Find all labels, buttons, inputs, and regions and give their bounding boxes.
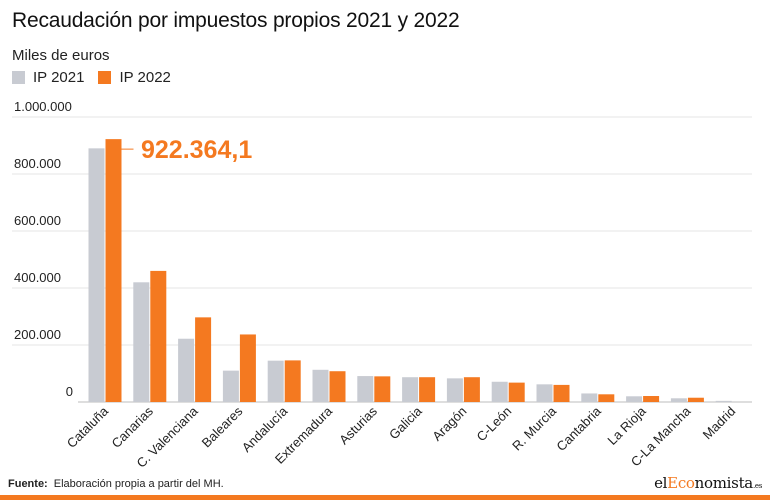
legend-label-ip-2021: IP 2021 <box>33 69 85 86</box>
x-tick-label: Aragón <box>429 404 469 444</box>
bar-ip-2021 <box>402 377 419 402</box>
bar-ip-2021 <box>133 282 150 402</box>
bar-ip-2021 <box>178 338 195 402</box>
y-tick-label: 1.000.000 <box>14 99 72 114</box>
bar-ip-2022 <box>598 394 615 402</box>
annotation-label: 922.364,1 <box>141 136 252 164</box>
y-tick-label: 200.000 <box>14 327 61 342</box>
bar-ip-2021 <box>312 369 329 402</box>
bar-ip-2021 <box>626 396 643 402</box>
legend-item-ip-2021: IP 2021 <box>12 69 84 86</box>
x-tick-label: Cataluña <box>64 403 112 451</box>
y-tick-label: 0 <box>66 384 73 399</box>
x-tick-label: La Rioja <box>604 403 649 448</box>
source-note: Fuente: Elaboración propia a partir del M… <box>8 478 224 490</box>
bottom-rule <box>0 495 770 500</box>
bar-ip-2021 <box>491 381 508 402</box>
legend-label-ip-2022: IP 2022 <box>119 69 171 86</box>
chart-subtitle: Miles de euros <box>12 47 110 64</box>
bar-ip-2022 <box>463 377 480 402</box>
bar-ip-2022 <box>419 377 436 402</box>
x-tick-label: C-León <box>474 404 515 445</box>
y-tick-label: 600.000 <box>14 213 61 228</box>
y-tick-label: 400.000 <box>14 270 61 285</box>
x-tick-label: Cantabria <box>553 403 604 454</box>
legend-swatch-ip-2021 <box>12 71 25 84</box>
bar-ip-2022 <box>687 397 704 402</box>
x-tick-label: Asturias <box>336 403 380 447</box>
bar-ip-2022 <box>553 384 570 402</box>
x-tick-label: Madrid <box>700 404 739 443</box>
legend: IP 2021 IP 2022 <box>12 69 185 86</box>
legend-swatch-ip-2022 <box>98 71 112 84</box>
bar-ip-2022 <box>284 360 301 402</box>
bar-ip-2021 <box>88 148 105 402</box>
bar-chart: 0 200.000 400.000 600.000 800.000 1.000.000 Ca… <box>12 99 752 470</box>
bar-ip-2021 <box>357 376 374 402</box>
chart-title: Recaudación por impuestos propios 2021 y… <box>12 9 460 32</box>
bar-ip-2021 <box>267 360 284 402</box>
source-label: Fuente: <box>8 478 48 490</box>
bar-ip-2022 <box>374 376 391 402</box>
bar-ip-2021 <box>222 370 239 402</box>
source-text: Elaboración propia a partir del MH. <box>53 478 224 490</box>
x-tick-label: R. Murcia <box>509 403 559 453</box>
y-tick-label: 800.000 <box>14 156 61 171</box>
bar-ip-2022 <box>105 139 122 403</box>
legend-item-ip-2022: IP 2022 <box>98 69 171 86</box>
bar-ip-2022 <box>508 382 525 402</box>
bar-ip-2021 <box>581 393 598 402</box>
brand-logo: elEconomista.es <box>654 474 762 492</box>
x-tick-label: Galicia <box>386 403 425 442</box>
bar-ip-2021 <box>446 378 463 402</box>
bar-ip-2022 <box>643 396 660 402</box>
bar-ip-2022 <box>195 317 212 402</box>
bar-ip-2022 <box>150 270 167 402</box>
bar-ip-2021 <box>670 398 687 402</box>
bar-ip-2022 <box>239 334 256 402</box>
bar-ip-2022 <box>329 371 346 402</box>
bar-ip-2021 <box>715 400 732 402</box>
bar-ip-2021 <box>536 384 553 402</box>
